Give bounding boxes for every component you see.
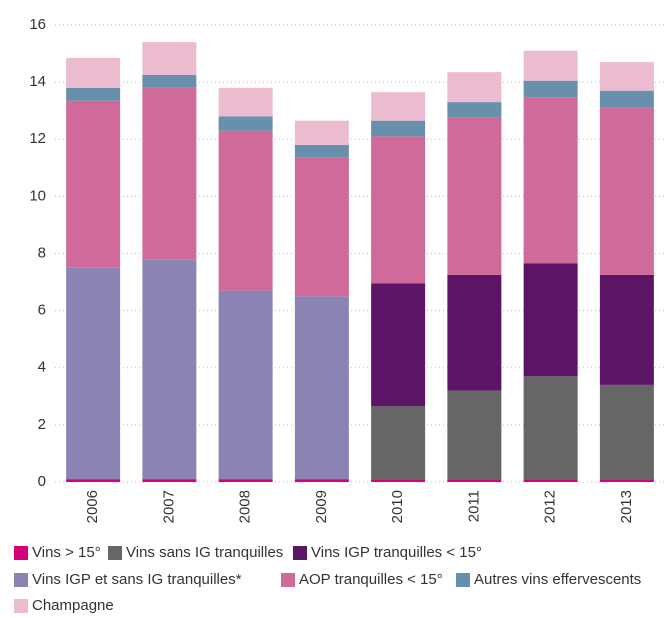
legend-label: Champagne — [32, 597, 114, 614]
y-tick-label: 4 — [38, 359, 46, 376]
x-tick-label: 2009 — [313, 490, 330, 523]
legend-swatch — [14, 573, 28, 587]
x-tick-label: 2006 — [84, 490, 101, 523]
y-tick-label: 14 — [29, 73, 46, 90]
x-tick-label: 2008 — [237, 490, 254, 523]
y-tick-label: 6 — [38, 302, 46, 319]
bar-segment — [142, 479, 197, 482]
y-tick-label: 16 — [29, 16, 46, 33]
bar-segment — [523, 479, 578, 482]
bar-segment — [447, 102, 502, 118]
bar-segment — [218, 87, 273, 117]
bar-segment — [523, 80, 578, 98]
bar-segment — [66, 267, 121, 480]
legend-label: AOP tranquilles < 15° — [299, 571, 443, 588]
bar-segment — [218, 130, 273, 291]
legend-swatch — [108, 546, 122, 560]
bar-segment — [66, 479, 121, 482]
bar-segment — [447, 274, 502, 391]
y-tick-label: 8 — [38, 244, 46, 261]
legend-swatch — [14, 599, 28, 613]
bar-segment — [523, 263, 578, 377]
bar-segment — [447, 479, 502, 482]
bar-segment — [523, 97, 578, 264]
bar-segment — [599, 384, 654, 480]
bar-segment — [371, 92, 426, 121]
x-tick-label: 2007 — [160, 490, 177, 523]
x-tick-label: 2013 — [618, 490, 635, 523]
y-tick-label: 0 — [38, 473, 46, 490]
bar-segment — [218, 479, 273, 482]
bar-segment — [142, 259, 197, 480]
bar-segment — [371, 479, 426, 482]
bar-segment — [447, 390, 502, 480]
bar-segment — [142, 74, 197, 88]
bar-segment — [371, 283, 426, 407]
y-tick-label: 2 — [38, 416, 46, 433]
bar-segment — [447, 72, 502, 103]
bar-segment — [66, 100, 121, 268]
bar-segment — [371, 406, 426, 480]
legend-swatch — [14, 546, 28, 560]
x-tick-label: 2012 — [542, 490, 559, 523]
bar-segment — [599, 479, 654, 482]
bar-segment — [523, 50, 578, 81]
bar-segment — [218, 290, 273, 480]
bar-segment — [218, 116, 273, 131]
bar-segment — [66, 57, 121, 88]
legend-label: Vins > 15° — [32, 544, 101, 561]
bar-segment — [294, 479, 349, 482]
y-tick-label: 10 — [29, 187, 46, 204]
legend-label: Vins sans IG tranquilles — [126, 544, 283, 561]
x-tick-label: 2010 — [389, 490, 406, 523]
legend-label: Autres vins effervescents — [474, 571, 641, 588]
bar-segment — [599, 90, 654, 108]
bar-segment — [599, 62, 654, 91]
bar-segment — [142, 42, 197, 75]
legend-swatch — [281, 573, 295, 587]
legend-swatch — [456, 573, 470, 587]
bar-segment — [371, 136, 426, 284]
legend-swatch — [293, 546, 307, 560]
legend-label: Vins IGP et sans IG tranquilles* — [32, 571, 242, 588]
bar-segment — [142, 87, 197, 260]
bar-segment — [294, 120, 349, 145]
bar-segment — [66, 87, 121, 101]
bar-segment — [599, 107, 654, 275]
x-tick-label: 2011 — [465, 490, 482, 522]
legend-label: Vins IGP tranquilles < 15° — [311, 544, 482, 561]
bar-segment — [294, 296, 349, 480]
bar-segment — [447, 117, 502, 275]
bar-segment — [294, 157, 349, 297]
y-tick-label: 12 — [29, 130, 46, 147]
bar-segment — [599, 274, 654, 385]
bar-segment — [523, 376, 578, 480]
bar-segment — [294, 144, 349, 158]
bar-segment — [371, 120, 426, 137]
